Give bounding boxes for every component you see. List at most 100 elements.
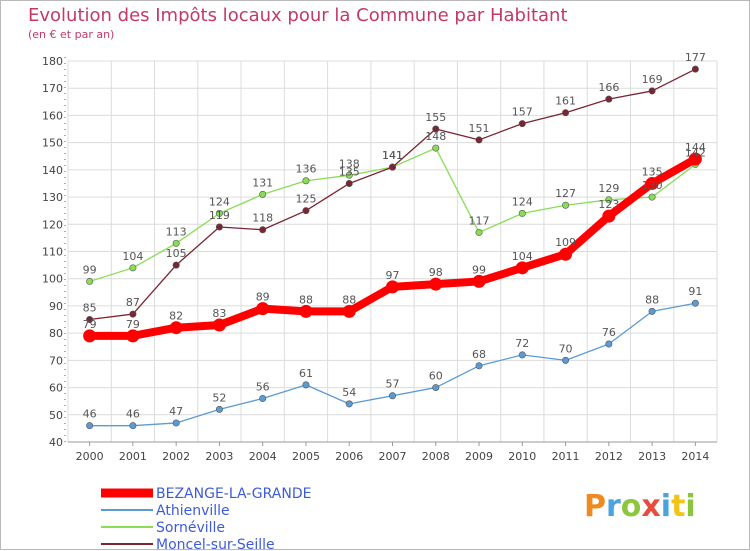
legend: BEZANGE-LA-GRANDEAthienvilleSornévilleMo…	[101, 486, 311, 551]
data-label-moncel: 119	[209, 209, 230, 222]
x-tick-label: 2014	[681, 450, 709, 463]
point-bezange	[386, 280, 399, 294]
point-moncel	[302, 207, 310, 215]
x-tick-label: 2005	[292, 450, 320, 463]
point-bezange	[299, 304, 313, 318]
data-label-sorneville: 127	[555, 187, 576, 200]
point-sorneville	[302, 177, 310, 185]
y-tick-label: 100	[42, 273, 63, 286]
point-moncel	[475, 136, 483, 144]
data-label-bezange: 123	[598, 198, 619, 211]
point-sorneville	[605, 196, 613, 204]
x-tick-label: 2000	[76, 450, 104, 463]
point-bezange	[472, 274, 486, 288]
y-tick-label: 120	[42, 218, 63, 231]
point-bezange	[515, 261, 529, 275]
data-label-bezange: 104	[512, 250, 533, 263]
data-label-sorneville: 124	[512, 195, 533, 208]
point-moncel	[345, 179, 353, 187]
x-tick-label: 2004	[249, 450, 277, 463]
point-moncel	[605, 95, 613, 103]
data-label-athienville: 46	[83, 408, 97, 421]
point-athienville	[562, 356, 570, 364]
point-athienville	[259, 394, 267, 402]
data-label-sorneville: 124	[209, 195, 230, 208]
point-athienville	[475, 362, 483, 370]
point-athienville	[605, 340, 613, 348]
data-label-sorneville: 117	[469, 214, 490, 227]
data-label-bezange: 88	[342, 293, 356, 306]
point-bezange	[559, 247, 573, 261]
point-bezange	[126, 329, 140, 343]
point-athienville	[648, 307, 656, 315]
point-sorneville	[86, 277, 94, 285]
point-moncel	[518, 120, 526, 128]
data-label-moncel: 166	[598, 81, 619, 94]
data-label-bezange: 144	[685, 141, 706, 154]
data-label-moncel: 105	[166, 247, 187, 260]
data-label-bezange: 99	[472, 263, 486, 276]
data-label-athienville: 76	[602, 326, 616, 339]
x-tick-label: 2002	[162, 450, 190, 463]
data-label-athienville: 54	[342, 386, 356, 399]
chart-title: Evolution des Impôts locaux pour la Comm…	[28, 5, 568, 26]
point-moncel	[215, 223, 223, 231]
legend-label-athienville: Athienville	[156, 503, 230, 519]
point-moncel	[129, 310, 137, 318]
point-athienville	[86, 422, 94, 430]
point-sorneville	[518, 209, 526, 217]
point-bezange	[342, 304, 356, 318]
data-label-athienville: 60	[429, 370, 443, 383]
x-tick-label: 2013	[638, 450, 666, 463]
x-tick-label: 2009	[465, 450, 493, 463]
point-sorneville	[475, 228, 483, 236]
data-label-athienville: 52	[212, 391, 226, 404]
x-tick-label: 2008	[422, 450, 450, 463]
data-label-moncel: 141	[382, 149, 403, 162]
legend-label-bezange: BEZANGE-LA-GRANDE	[156, 486, 311, 502]
x-tick-label: 2003	[205, 450, 233, 463]
data-label-bezange: 135	[642, 165, 663, 178]
data-label-athienville: 88	[645, 293, 659, 306]
y-tick-label: 150	[42, 137, 63, 150]
point-sorneville	[259, 190, 267, 198]
point-sorneville	[432, 144, 440, 152]
y-tick-label: 160	[42, 109, 63, 122]
data-label-athienville: 70	[559, 342, 573, 355]
x-tick-label: 2011	[552, 450, 580, 463]
point-athienville	[388, 392, 396, 400]
data-label-bezange: 98	[429, 266, 443, 279]
data-label-moncel: 151	[469, 122, 490, 135]
data-label-moncel: 157	[512, 106, 533, 119]
data-label-moncel: 118	[252, 212, 273, 225]
data-label-moncel: 177	[685, 51, 706, 64]
data-label-moncel: 87	[126, 296, 140, 309]
point-athienville	[215, 405, 223, 413]
data-label-sorneville: 142	[685, 146, 706, 159]
data-label-bezange: 82	[169, 310, 183, 323]
point-athienville	[518, 351, 526, 359]
y-tick-label: 80	[49, 327, 63, 340]
data-label-athienville: 46	[126, 408, 140, 421]
point-moncel	[432, 125, 440, 133]
x-tick-label: 2010	[508, 450, 536, 463]
point-moncel	[259, 226, 267, 234]
chart-subtitle: (en € et par an)	[28, 28, 115, 41]
data-label-bezange: 88	[299, 293, 313, 306]
point-athienville	[302, 381, 310, 389]
point-bezange	[83, 329, 97, 343]
data-label-bezange: 97	[386, 269, 400, 282]
data-label-bezange: 79	[126, 318, 140, 331]
y-tick-label: 70	[49, 354, 63, 367]
series-lines	[83, 65, 702, 430]
point-sorneville	[562, 201, 570, 209]
x-tick-label: 2012	[595, 450, 623, 463]
data-label-sorneville: 99	[83, 263, 97, 276]
point-sorneville	[648, 193, 656, 201]
point-bezange	[169, 321, 183, 335]
point-moncel	[691, 65, 699, 73]
data-label-moncel: 125	[295, 193, 316, 206]
data-label-athienville: 68	[472, 348, 486, 361]
point-sorneville	[215, 209, 223, 217]
